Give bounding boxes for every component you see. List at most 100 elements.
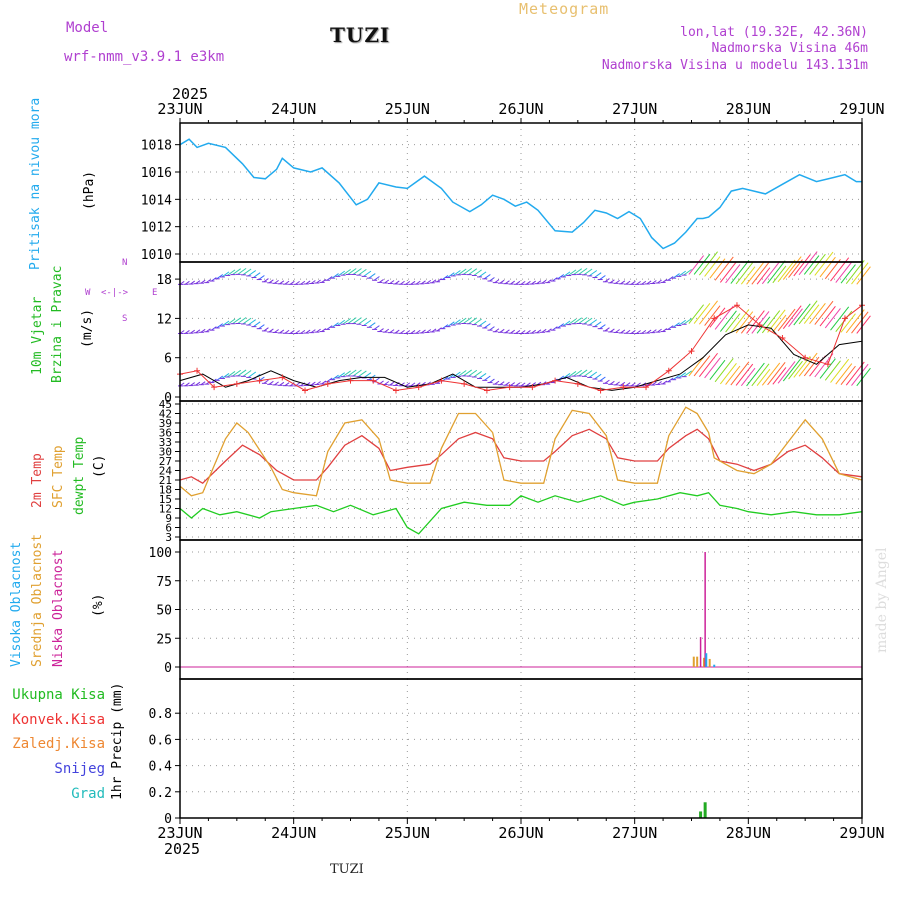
wind-barb: [331, 374, 339, 381]
wind-barb: [814, 300, 834, 325]
wind-barb: [756, 368, 771, 386]
wind-compass: W E <-|-> N S: [84, 258, 162, 328]
wind-barb: [452, 371, 461, 378]
wind-barb: [698, 300, 718, 325]
wind-barb: [793, 355, 811, 378]
wind-barb: [373, 325, 380, 330]
day-label-bottom: 26JUN: [498, 824, 543, 842]
lonlat-label: lon,lat (19.32E, 42.36N): [680, 25, 868, 40]
wind-barb: [772, 265, 787, 284]
wind-barb: [478, 373, 487, 379]
model-altitude-label: Nadmorska Visina u modelu 143.131m: [601, 58, 868, 73]
temp-tick-label: 15: [159, 493, 172, 506]
wind-barb: [730, 260, 750, 284]
wind-barb: [237, 267, 247, 275]
wind-barb: [824, 308, 841, 329]
wind-barb: [777, 308, 796, 332]
wind-barb: [746, 261, 765, 285]
temp-tsfc-line: [179, 406, 863, 497]
wind-barb: [840, 313, 856, 333]
wind-barb: [473, 371, 482, 378]
wind-gust-marker: [483, 387, 490, 394]
wind-barb: [253, 272, 261, 278]
wind-barb: [232, 317, 242, 325]
wind-barb: [704, 357, 721, 379]
wind-barb: [216, 274, 224, 280]
temp-tick-label: 21: [159, 474, 172, 487]
wind-barb: [347, 317, 357, 324]
wind-barb: [588, 371, 598, 378]
wind-barb: [442, 275, 449, 280]
wind-barb: [447, 373, 455, 380]
wind-gust-marker: [688, 348, 695, 355]
wind-barb: [824, 360, 841, 381]
wind-gust-marker: [665, 367, 672, 374]
precip-tick-label: 0.8: [149, 707, 172, 722]
wind-gust-marker: [841, 315, 848, 322]
wind-barb: [688, 356, 704, 377]
wind-barb: [803, 255, 820, 275]
wind-barb: [599, 275, 606, 280]
wind-barb: [211, 326, 217, 331]
wind-barb: [567, 318, 577, 326]
wind-barb: [809, 303, 826, 325]
year-label-bottom: 2025: [164, 840, 200, 858]
wind-barb: [457, 370, 467, 377]
wind-barb: [463, 369, 472, 377]
wind-barb: [761, 310, 781, 334]
pressure-tick-label: 1010: [141, 248, 172, 263]
wind-barb: [746, 362, 765, 387]
station-title: TUZI: [330, 23, 391, 47]
wind-barb: [573, 317, 583, 325]
wind-barb: [368, 322, 376, 328]
wind-barb: [803, 304, 820, 324]
wind-barb: [840, 264, 856, 284]
precip-legend-total: Ukupna Kisa: [12, 687, 105, 703]
wind-barb: [247, 319, 257, 326]
wind-barb: [740, 367, 756, 387]
wind-barb: [672, 273, 680, 279]
wind-barb: [772, 367, 787, 385]
year-label-top: 2025: [172, 85, 208, 103]
wind-barb: [337, 372, 346, 379]
temp-tick-label: 45: [159, 398, 172, 411]
wind-barb: [798, 300, 818, 325]
precip-total-bar: [699, 811, 703, 818]
wind-barb: [835, 261, 853, 283]
wind-barb: [489, 277, 495, 282]
wind-tick-label: 12: [156, 312, 172, 327]
wind-barb: [709, 307, 726, 328]
precip-legend-snow: Snijeg: [54, 761, 105, 777]
wind-barb: [693, 253, 711, 275]
temp-tick-label: 3: [165, 531, 172, 544]
temp-tick-label: 30: [159, 446, 172, 459]
wind-tick-label: 18: [156, 273, 172, 288]
altitude-label: Nadmorska Visina 46m: [711, 41, 868, 56]
day-label-top: 27JUN: [612, 100, 657, 118]
wind-gust-marker: [302, 387, 309, 394]
wind-gust-marker: [824, 361, 831, 368]
wind-barb: [788, 360, 803, 380]
wind-barb: [368, 273, 376, 279]
wind-barb: [678, 319, 687, 326]
model-name: wrf-nmm_v3.9.1 e3km: [64, 49, 225, 65]
wind-barb: [473, 318, 482, 326]
wind-barb: [672, 322, 680, 328]
wind-barb: [704, 256, 721, 277]
wind-barb: [777, 259, 796, 283]
precip-total-bar: [703, 802, 707, 818]
wind-gust-marker: [756, 321, 763, 328]
wind-barb: [242, 370, 252, 377]
wind-barb: [761, 362, 781, 386]
temp-tick-label: 9: [165, 512, 172, 525]
wind-barb: [216, 375, 224, 381]
wind-barb: [772, 314, 787, 333]
wind-barb: [352, 317, 362, 324]
wind-barb: [594, 272, 602, 278]
wind-barb: [667, 377, 674, 383]
wind-tick-label: 6: [164, 352, 172, 367]
wind-gust-marker: [802, 354, 809, 361]
day-label-top: 25JUN: [385, 100, 430, 118]
wind-barb: [226, 269, 236, 276]
wind-barb: [588, 319, 598, 326]
